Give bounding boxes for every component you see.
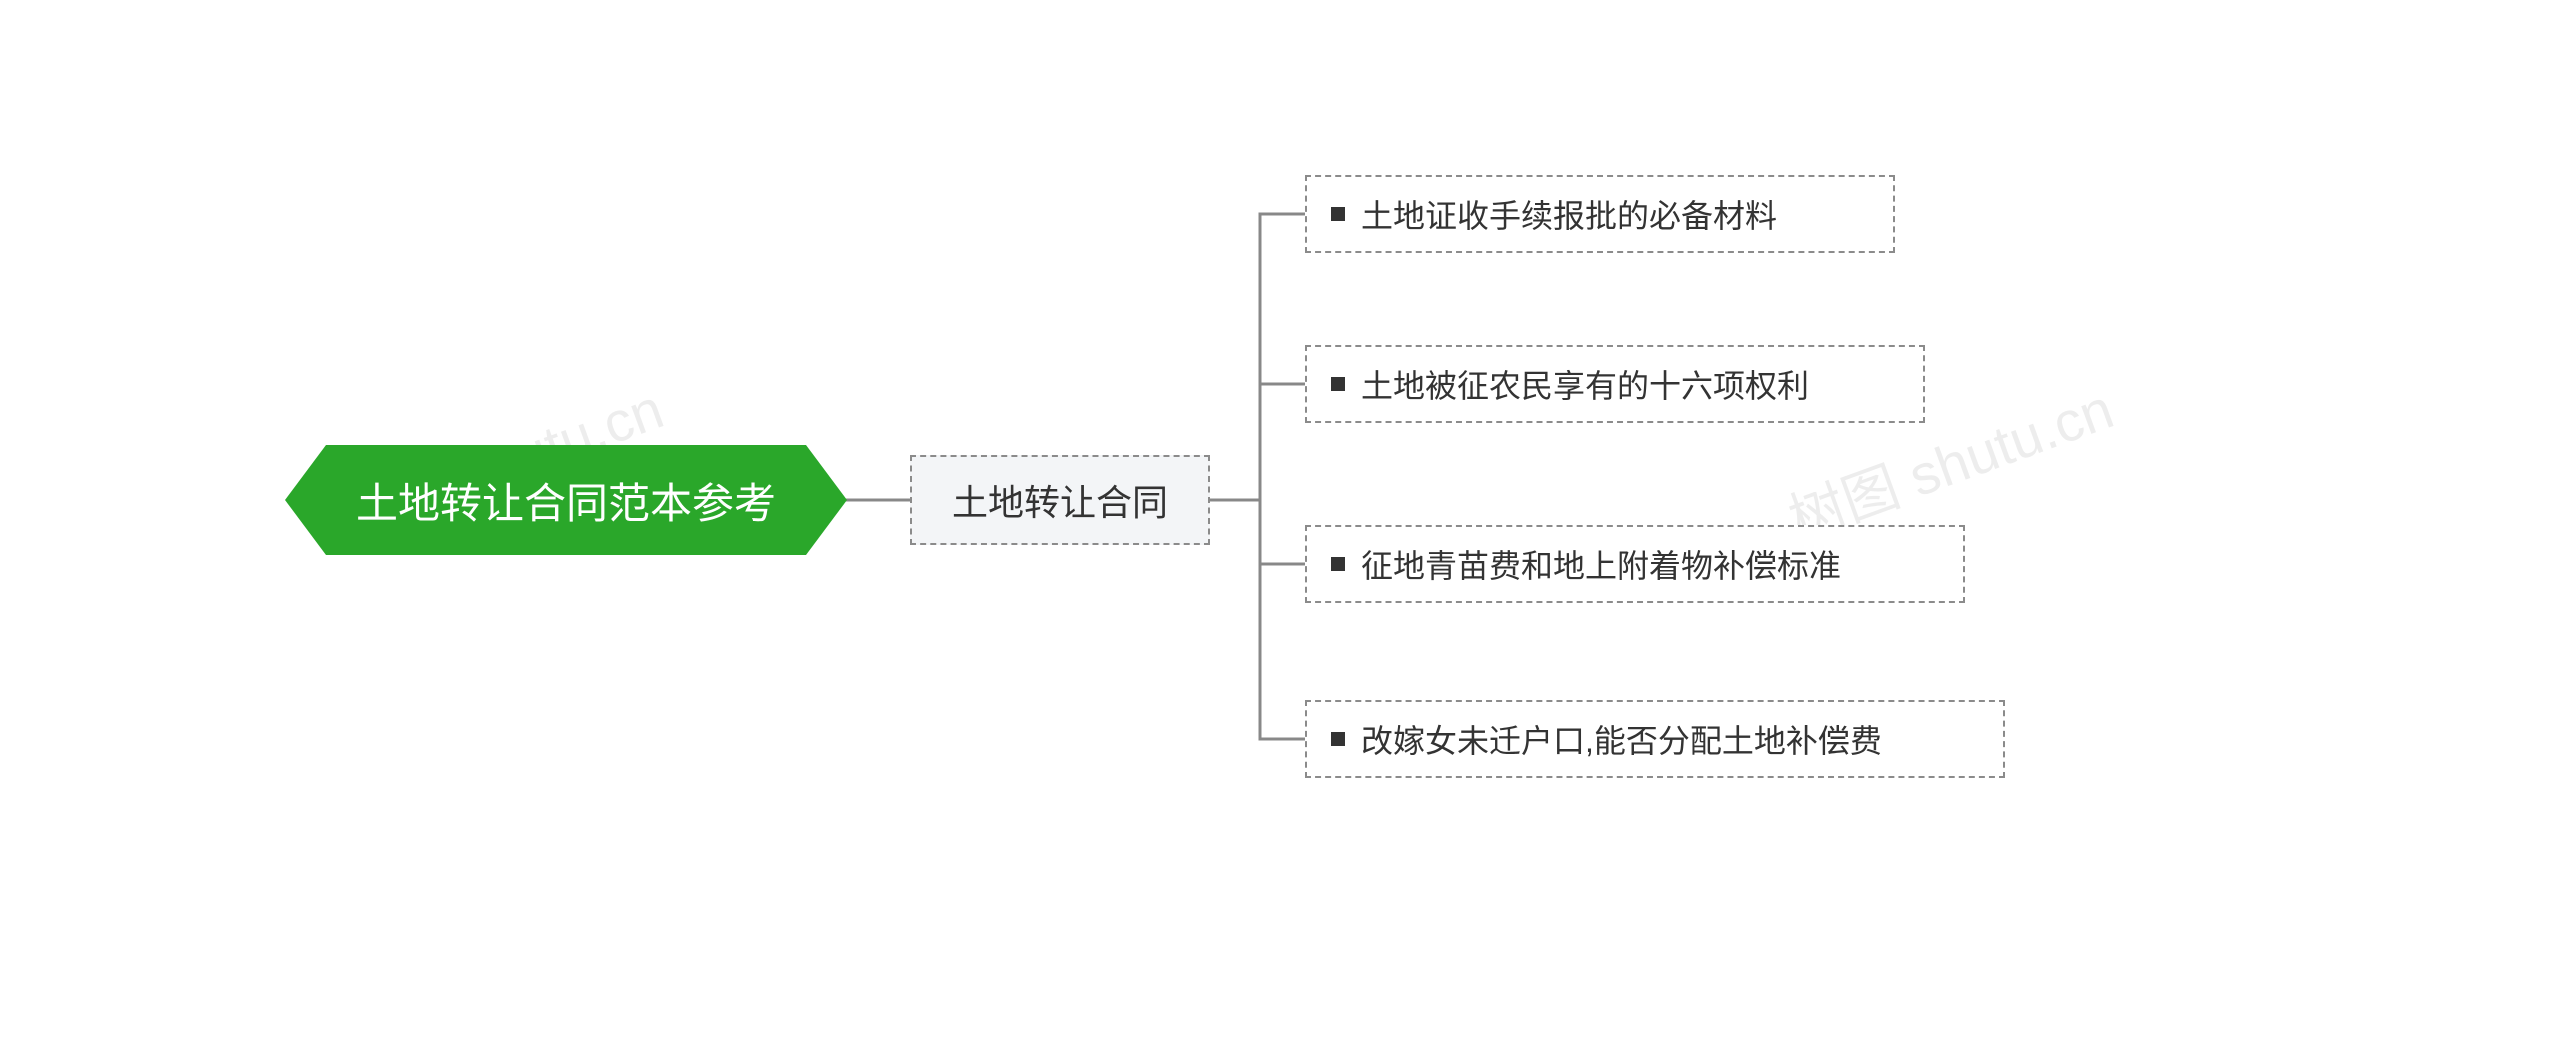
- leaf-node-1[interactable]: 土地被征农民享有的十六项权利: [1305, 345, 1925, 423]
- leaf-node-2[interactable]: 征地青苗费和地上附着物补偿标准: [1305, 525, 1965, 603]
- bullet-icon: [1331, 207, 1345, 221]
- root-label: 土地转让合同范本参考: [326, 445, 806, 555]
- leaf-node-3[interactable]: 改嫁女未迁户口,能否分配土地补偿费: [1305, 700, 2005, 778]
- root-hex: 土地转让合同范本参考: [285, 445, 847, 555]
- mid-label: 土地转让合同: [952, 474, 1168, 526]
- root-cap-right: [806, 445, 847, 555]
- edge-leaf-0: [1260, 214, 1305, 500]
- edge-leaf-2: [1260, 500, 1305, 564]
- leaf-node-0[interactable]: 土地证收手续报批的必备材料: [1305, 175, 1895, 253]
- leaf-label-1: 土地被征农民享有的十六项权利: [1361, 361, 1809, 407]
- mid-node[interactable]: 土地转让合同: [910, 455, 1210, 545]
- root-cap-left: [285, 445, 326, 555]
- bullet-icon: [1331, 732, 1345, 746]
- edge-leaf-1: [1260, 384, 1305, 500]
- leaf-label-2: 征地青苗费和地上附着物补偿标准: [1361, 541, 1841, 587]
- leaf-label-3: 改嫁女未迁户口,能否分配土地补偿费: [1361, 716, 1882, 762]
- leaf-label-0: 土地证收手续报批的必备材料: [1361, 191, 1777, 237]
- edge-leaf-3: [1260, 500, 1305, 739]
- bullet-icon: [1331, 377, 1345, 391]
- bullet-icon: [1331, 557, 1345, 571]
- root-node[interactable]: 土地转让合同范本参考: [285, 445, 847, 555]
- mindmap-canvas: 树图 shutu.cn 树图 shutu.cn 土地转让合同范本参考 土地转让合…: [0, 0, 2560, 1061]
